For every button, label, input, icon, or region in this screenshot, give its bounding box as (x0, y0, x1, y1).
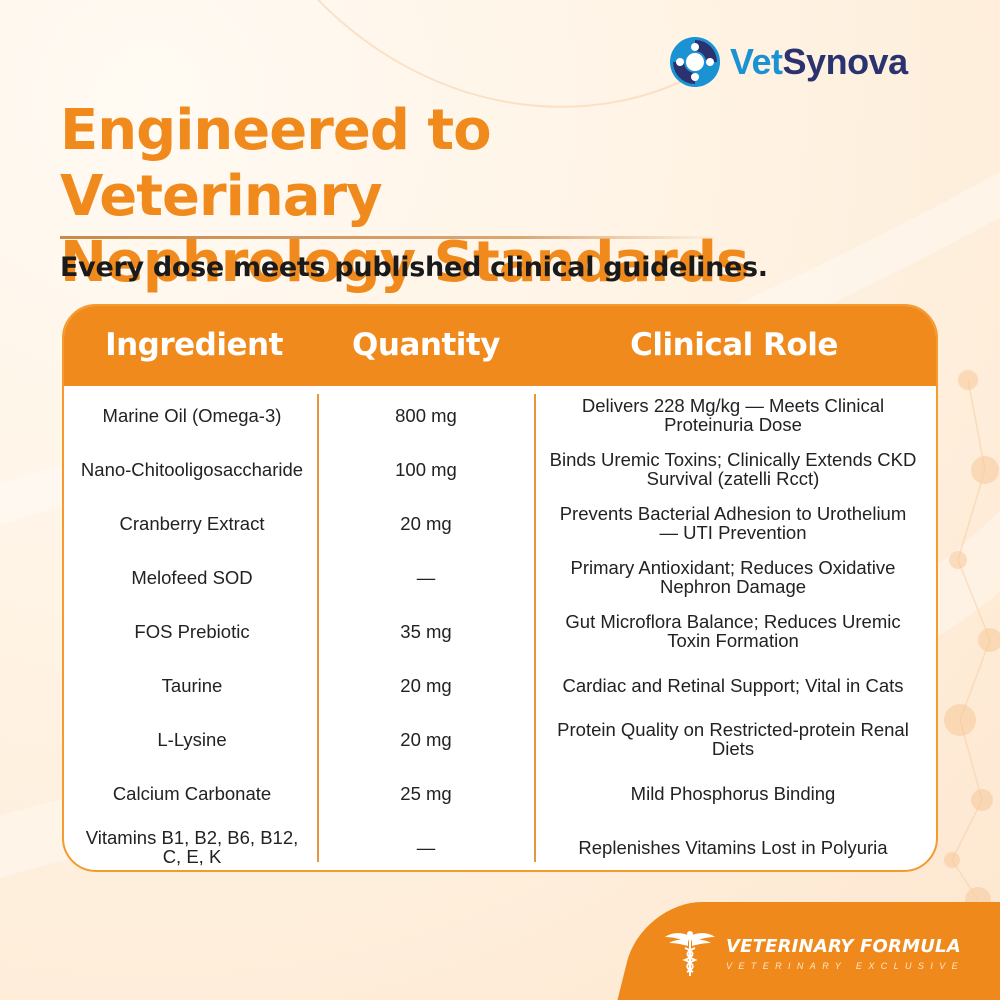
cell-quantity: 25 mg (400, 782, 452, 804)
ingredients-table: Ingredient Quantity Clinical Role Marine… (62, 304, 938, 872)
header-quantity: Quantity (352, 327, 500, 363)
cell-clinical-role: Mild Phosphorus Binding (630, 782, 836, 804)
cell-quantity: 100 mg (395, 458, 457, 480)
cell-ingredient: Cranberry Extract (119, 512, 265, 534)
brand-name-part1: Vet (730, 41, 783, 82)
brand-logo: VetSynova (668, 34, 908, 90)
cell-ingredient: L-Lysine (157, 728, 227, 750)
cell-ingredient: Melofeed SOD (131, 566, 253, 588)
table-row: Nano-Chitooligosaccharide 100 mg Binds U… (64, 442, 936, 496)
table-header-row: Ingredient Quantity Clinical Role (64, 306, 936, 386)
table-row: Taurine 20 mg Cardiac and Retinal Suppor… (64, 658, 936, 712)
badge-title: VETERINARY FORMULA (726, 935, 961, 957)
cell-ingredient: Taurine (161, 674, 223, 696)
table-row: Calcium Carbonate 25 mg Mild Phosphorus … (64, 766, 936, 820)
cell-clinical-role: Cardiac and Retinal Support; Vital in Ca… (562, 674, 904, 696)
table-row: Marine Oil (Omega-3) 800 mg Delivers 228… (64, 388, 936, 442)
cell-quantity: 20 mg (400, 728, 452, 750)
cell-quantity: 800 mg (395, 404, 457, 426)
column-divider (534, 394, 536, 862)
header-clinical-role: Clinical Role (630, 327, 838, 363)
cell-quantity: 35 mg (400, 620, 452, 642)
brand-name-part2: Synova (782, 41, 909, 82)
cell-quantity: — (416, 836, 436, 858)
table-row: L-Lysine 20 mg Protein Quality on Restri… (64, 712, 936, 766)
headline-line2: Nephrology Standards (60, 230, 749, 295)
badge-subtitle: VETERINARY EXCLUSIVE (726, 960, 965, 971)
badge-text: VETERINARY FORMULA VETERINARY EXCLUSIVE (726, 936, 964, 971)
cell-clinical-role: Replenishes Vitamins Lost in Polyuria (578, 836, 888, 858)
cell-ingredient: Vitamins B1, B2, B6, B12, C, E, K (85, 827, 299, 867)
cell-quantity: — (416, 566, 436, 588)
cell-ingredient: Nano-Chitooligosaccharide (80, 458, 304, 480)
table-row: Vitamins B1, B2, B6, B12, C, E, K — Repl… (64, 820, 936, 870)
cell-ingredient: Marine Oil (Omega-3) (102, 404, 282, 426)
headline-divider (60, 236, 720, 239)
table-row: Melofeed SOD — Primary Antioxidant; Redu… (64, 550, 936, 604)
caduceus-icon (665, 931, 715, 976)
headline-line1: Engineered to Veterinary (60, 98, 492, 229)
table-row: Cranberry Extract 20 mg Prevents Bacteri… (64, 496, 936, 550)
cell-quantity: 20 mg (400, 512, 452, 534)
headline: Engineered to Veterinary Nephrology Stan… (60, 98, 780, 296)
subtitle: Every dose meets published clinical guid… (60, 252, 768, 283)
cell-clinical-role: Protein Quality on Restricted-protein Re… (557, 719, 909, 759)
cell-clinical-role: Prevents Bacterial Adhesion to Urotheliu… (559, 503, 907, 543)
veterinary-formula-badge: VETERINARY FORMULA VETERINARY EXCLUSIVE (664, 928, 964, 978)
column-divider (317, 394, 319, 862)
cell-ingredient: FOS Prebiotic (134, 620, 250, 642)
cell-clinical-role: Primary Antioxidant; Reduces Oxidative N… (570, 557, 896, 597)
cell-clinical-role: Delivers 228 Mg/kg — Meets Clinical Prot… (581, 395, 885, 435)
cell-clinical-role: Binds Uremic Toxins; Clinically Extends … (549, 449, 917, 489)
swirl-dots-logo-icon (670, 37, 720, 87)
table-row: FOS Prebiotic 35 mg Gut Microflora Balan… (64, 604, 936, 658)
cell-ingredient: Calcium Carbonate (112, 782, 272, 804)
cell-quantity: 20 mg (400, 674, 452, 696)
header-ingredient: Ingredient (105, 327, 283, 363)
cell-clinical-role: Gut Microflora Balance; Reduces Uremic T… (565, 611, 901, 651)
brand-name: VetSynova (730, 41, 908, 83)
